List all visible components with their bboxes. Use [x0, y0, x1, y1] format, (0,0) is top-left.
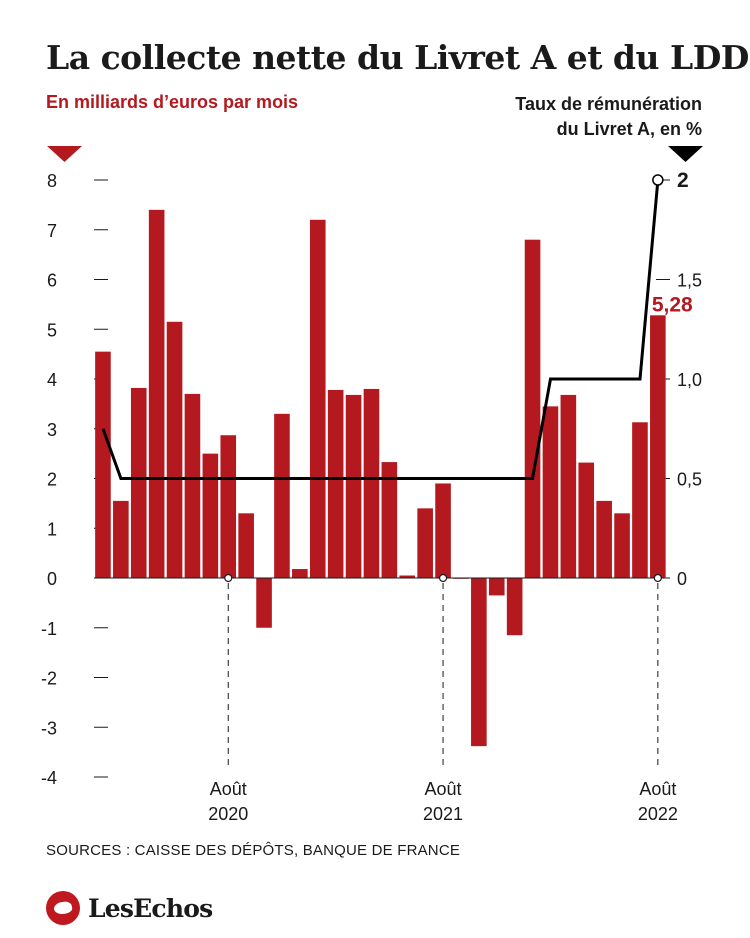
source-note: SOURCES : CAISSE DES DÉPÔTS, BANQUE DE F… — [46, 842, 461, 859]
left-axis-tick-label: 6 — [47, 271, 57, 291]
bar — [113, 500, 129, 578]
bar — [238, 513, 254, 578]
x-marker-month-label: Août — [639, 779, 676, 799]
left-axis: 8 7 6 5 4 3 2 1 0 -1 -2 -3 -4 — [41, 171, 108, 788]
x-marker-year-label: 2021 — [423, 804, 463, 824]
les-echos-logo-icon — [46, 891, 80, 925]
bar — [256, 578, 272, 628]
bar — [435, 483, 451, 578]
bar — [542, 406, 559, 578]
right-axis-tick-label: 2 — [677, 169, 689, 192]
bar — [309, 219, 326, 579]
bar — [184, 393, 201, 578]
bar — [130, 387, 147, 578]
left-axis-tick-label: 8 — [47, 171, 57, 191]
rate-line — [101, 179, 660, 480]
bar — [417, 508, 433, 578]
left-axis-caption: En milliards d’euros par mois — [46, 92, 299, 112]
right-axis-tick-label: 0,5 — [677, 470, 702, 490]
x-marker-point — [224, 573, 233, 583]
bar — [95, 351, 111, 578]
right-axis-tick-label: 1,5 — [677, 271, 702, 291]
bar — [363, 388, 380, 578]
left-axis-tick-label: 1 — [47, 519, 57, 539]
left-axis-tick-label: 7 — [47, 221, 57, 241]
right-axis-caption: Taux de rémunération du Livret A, en % — [515, 92, 702, 142]
bar — [560, 394, 577, 578]
bar — [488, 578, 505, 596]
bar — [632, 422, 648, 578]
bar — [650, 315, 666, 578]
bar — [327, 389, 344, 578]
right-axis-tick-label: 0 — [677, 569, 687, 589]
bar-series — [95, 209, 666, 747]
x-marker-month-label: Août — [210, 779, 247, 799]
chart-title: La collecte nette du Livret A et du LDDS — [46, 38, 750, 77]
x-marker-point — [653, 573, 662, 583]
bar — [524, 239, 541, 578]
bar — [345, 394, 362, 578]
x-marker-month-label: Août — [425, 779, 462, 799]
left-axis-tick-label: -3 — [41, 718, 57, 738]
bar — [614, 513, 630, 578]
x-marker-year-label: 2020 — [208, 804, 248, 824]
right-axis-caption-line2: du Livret A, en % — [556, 119, 702, 139]
brand-name: LesEchos — [88, 893, 213, 923]
left-axis-tick-label: 5 — [47, 320, 57, 340]
right-axis-arrow-icon — [668, 146, 703, 162]
x-axis-markers: Août 2020 Août 2021 Août 2022 — [208, 573, 678, 824]
bar — [202, 453, 219, 579]
rate-end-point — [652, 174, 664, 186]
left-axis-tick-label: -4 — [41, 768, 57, 788]
left-axis-arrow-icon — [47, 146, 82, 162]
x-marker-point — [438, 573, 448, 583]
bar — [274, 413, 290, 578]
right-axis-caption-line1: Taux de rémunération — [515, 94, 702, 114]
bar — [399, 575, 416, 578]
bar — [148, 209, 165, 578]
bar — [471, 578, 487, 747]
right-axis-tick-label: 1,0 — [677, 370, 702, 390]
left-axis-tick-label: -2 — [41, 669, 57, 689]
left-axis-tick-label: 3 — [47, 420, 57, 440]
bar — [506, 578, 523, 636]
brand-logo: LesEchos — [46, 890, 213, 926]
bar — [596, 500, 612, 578]
bar — [578, 462, 595, 578]
right-axis: 0 0,5 1,0 1,5 2 — [656, 169, 702, 589]
bar — [220, 435, 237, 578]
bar — [166, 321, 183, 578]
x-marker-year-label: 2022 — [638, 804, 678, 824]
left-axis-tick-label: 2 — [47, 470, 57, 490]
last-bar-label: 5,28 — [652, 293, 693, 316]
left-axis-tick-label: 0 — [47, 569, 57, 589]
left-axis-tick-label: 4 — [47, 370, 57, 390]
bar — [292, 569, 308, 578]
left-axis-tick-label: -1 — [41, 619, 57, 639]
bar — [381, 462, 398, 578]
